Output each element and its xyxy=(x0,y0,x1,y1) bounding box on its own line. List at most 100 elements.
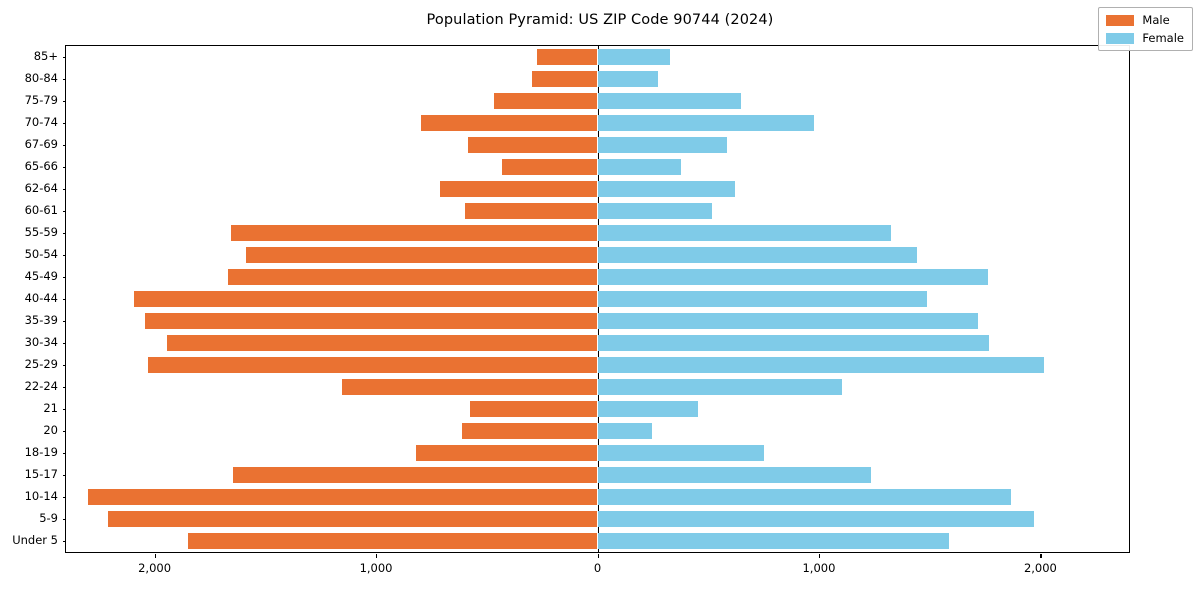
y-tick-mark xyxy=(62,167,66,169)
bar-male[interactable] xyxy=(469,401,598,417)
bar-row xyxy=(66,489,1129,505)
bar-male[interactable] xyxy=(166,335,598,351)
x-tick-label: 2,000 xyxy=(1023,561,1057,575)
bar-male[interactable] xyxy=(416,445,598,461)
x-tick-label: 2,000 xyxy=(138,561,172,575)
bar-female[interactable] xyxy=(597,71,659,87)
bar-female[interactable] xyxy=(597,379,842,395)
legend-entry[interactable]: Female xyxy=(1106,31,1184,45)
y-tick-label: 18-19 xyxy=(24,445,58,459)
y-tick-mark xyxy=(62,387,66,389)
y-tick-label: 10-14 xyxy=(24,489,58,503)
legend-label: Male xyxy=(1142,13,1170,27)
bar-row xyxy=(66,401,1129,417)
bar-male[interactable] xyxy=(494,93,598,109)
y-tick-label: 25-29 xyxy=(24,357,58,371)
x-tick-label: 0 xyxy=(593,561,602,575)
y-tick-mark xyxy=(62,299,66,301)
chart-title: Population Pyramid: US ZIP Code 90744 (2… xyxy=(426,12,774,28)
bar-female[interactable] xyxy=(597,467,871,483)
bar-male[interactable] xyxy=(87,489,598,505)
bar-male[interactable] xyxy=(147,357,598,373)
bar-male[interactable] xyxy=(342,379,598,395)
bar-male[interactable] xyxy=(188,533,598,549)
y-tick-mark xyxy=(62,343,66,345)
bar-female[interactable] xyxy=(597,357,1045,373)
y-tick-mark xyxy=(62,277,66,279)
bar-male[interactable] xyxy=(245,247,598,263)
y-tick-mark xyxy=(62,123,66,125)
bar-female[interactable] xyxy=(597,247,917,263)
y-tick-label: 15-17 xyxy=(24,467,58,481)
x-tick-mark xyxy=(1040,554,1042,558)
bar-male[interactable] xyxy=(227,269,598,285)
bar-male[interactable] xyxy=(230,225,598,241)
bar-male[interactable] xyxy=(467,137,598,153)
y-tick-label: 65-66 xyxy=(24,159,58,173)
bar-male[interactable] xyxy=(439,181,598,197)
bar-male[interactable] xyxy=(107,511,598,527)
y-tick-mark xyxy=(62,233,66,235)
bar-female[interactable] xyxy=(597,49,670,65)
y-tick-label: 45-49 xyxy=(24,269,58,283)
bar-male[interactable] xyxy=(145,313,598,329)
bar-male[interactable] xyxy=(420,115,598,131)
bar-female[interactable] xyxy=(597,335,989,351)
bar-female[interactable] xyxy=(597,181,735,197)
bar-female[interactable] xyxy=(597,203,712,219)
y-tick-label: 60-61 xyxy=(24,203,58,217)
bar-female[interactable] xyxy=(597,291,927,307)
y-tick-label: 50-54 xyxy=(24,247,58,261)
y-tick-mark xyxy=(62,475,66,477)
bar-female[interactable] xyxy=(597,115,815,131)
bar-female[interactable] xyxy=(597,269,988,285)
y-tick-label: 55-59 xyxy=(24,225,58,239)
bar-row xyxy=(66,291,1129,307)
bar-row xyxy=(66,137,1129,153)
chart-legend: Male Female xyxy=(1098,7,1193,51)
bar-female[interactable] xyxy=(597,401,698,417)
bar-male[interactable] xyxy=(536,49,598,65)
bar-row xyxy=(66,445,1129,461)
bar-male[interactable] xyxy=(531,71,598,87)
bar-female[interactable] xyxy=(597,137,728,153)
y-tick-mark xyxy=(62,57,66,59)
y-tick-mark xyxy=(62,211,66,213)
bar-row xyxy=(66,533,1129,549)
bar-male[interactable] xyxy=(232,467,598,483)
y-tick-mark xyxy=(62,453,66,455)
bar-female[interactable] xyxy=(597,445,764,461)
y-tick-label: 20 xyxy=(43,423,58,437)
y-tick-label: 75-79 xyxy=(24,93,58,107)
plot-area: 2,000 1,000 0 1,000 2,000 xyxy=(62,45,1130,575)
bar-female[interactable] xyxy=(597,511,1034,527)
bar-female[interactable] xyxy=(597,93,741,109)
legend-entry[interactable]: Male xyxy=(1106,13,1184,27)
y-tick-label: 85+ xyxy=(33,49,58,63)
y-tick-mark xyxy=(62,145,66,147)
bar-female[interactable] xyxy=(597,489,1012,505)
bar-male[interactable] xyxy=(133,291,598,307)
bar-row xyxy=(66,467,1129,483)
bar-row xyxy=(66,423,1129,439)
bar-male[interactable] xyxy=(501,159,598,175)
legend-swatch-icon xyxy=(1106,32,1135,44)
y-tick-mark xyxy=(62,365,66,367)
bar-female[interactable] xyxy=(597,159,681,175)
y-tick-mark xyxy=(62,519,66,521)
bar-female[interactable] xyxy=(597,313,978,329)
bar-row xyxy=(66,93,1129,109)
y-tick-label: Under 5 xyxy=(12,533,58,547)
y-tick-mark xyxy=(62,431,66,433)
bar-female[interactable] xyxy=(597,423,652,439)
bar-female[interactable] xyxy=(597,225,892,241)
bar-male[interactable] xyxy=(465,203,598,219)
bar-female[interactable] xyxy=(597,533,950,549)
bar-male[interactable] xyxy=(461,423,598,439)
x-tick-mark xyxy=(376,554,378,558)
bar-row xyxy=(66,49,1129,65)
x-tick-mark xyxy=(818,554,821,558)
bar-row xyxy=(66,379,1129,395)
y-tick-label: 5-9 xyxy=(39,511,58,525)
